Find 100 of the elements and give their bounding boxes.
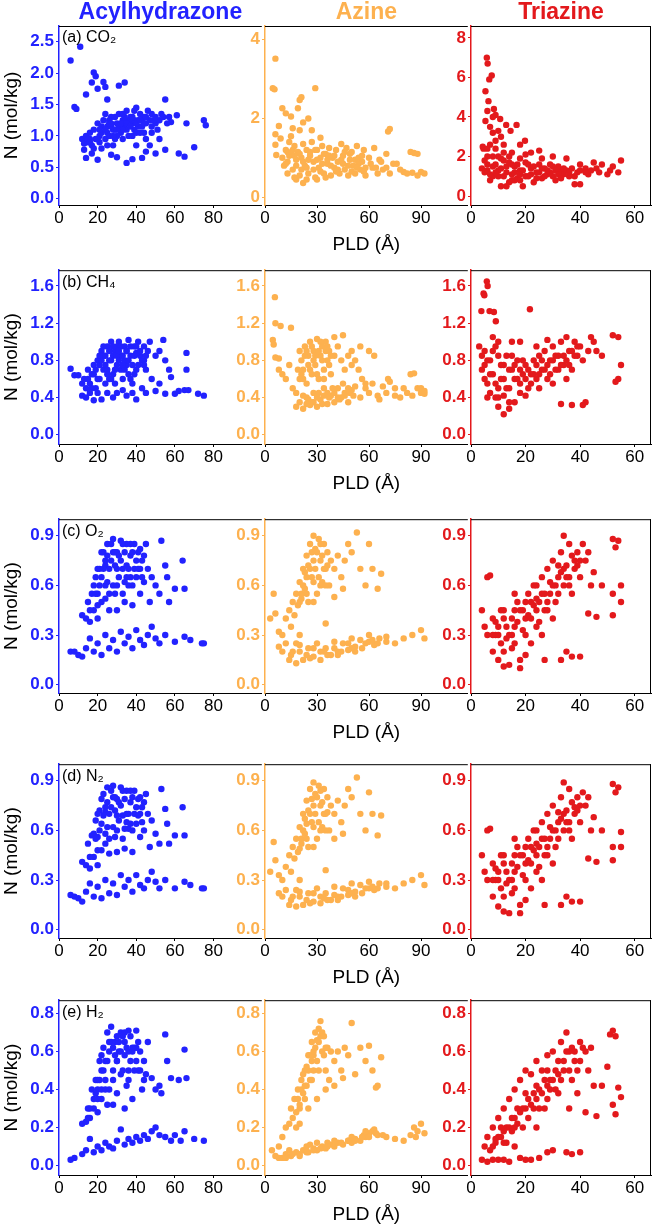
x-tick-label: 80 <box>204 446 223 466</box>
y-tick-label: 0.6 <box>236 1041 260 1061</box>
y-tick-label: 0.0 <box>30 424 54 444</box>
x-tick-label: 30 <box>307 446 327 466</box>
x-tick-label: 20 <box>88 940 108 960</box>
chart-title: Acylhydrazone <box>78 0 243 24</box>
y-tick-label: 0.9 <box>442 770 466 790</box>
y-axis-title: N (mol/kg) <box>0 807 21 895</box>
x-tick-label: 40 <box>126 446 146 466</box>
y-tick-label: 1.6 <box>30 275 54 295</box>
x-tick-label: 80 <box>204 1177 223 1197</box>
y-tick-label: 0.8 <box>442 350 466 370</box>
x-tick-label: 60 <box>359 207 379 227</box>
x-tick-label: 60 <box>359 695 379 715</box>
annotation: (d) N₂ <box>62 766 104 784</box>
x-tick-label: 20 <box>516 207 536 227</box>
x-tick-label: 20 <box>88 1177 108 1197</box>
y-tick-label: 0.0 <box>30 188 54 208</box>
x-tick-label: 80 <box>204 695 223 715</box>
x-tick-label: 40 <box>126 1177 146 1197</box>
y-tick-label: 0.6 <box>30 820 54 840</box>
x-tick-label: 60 <box>359 1177 379 1197</box>
x-tick-label: 40 <box>570 207 590 227</box>
y-tick-label: 0.3 <box>236 624 260 644</box>
x-tick-label: 20 <box>516 446 536 466</box>
y-tick-label: 0.2 <box>442 1117 466 1137</box>
annotation: (e) H₂ <box>62 1002 104 1020</box>
x-tick-label: 30 <box>307 207 327 227</box>
y-tick-label: 4 <box>250 29 261 49</box>
y-tick-label: 0.4 <box>30 1079 55 1099</box>
x-tick-label: 40 <box>570 446 590 466</box>
x-tick-label: 20 <box>88 446 108 466</box>
x-tick-label: 40 <box>126 207 146 227</box>
y-tick-label: 0.8 <box>236 350 260 370</box>
x-tick-label: 80 <box>204 207 223 227</box>
annotation: (b) CH₄ <box>62 272 116 290</box>
y-tick-label: 0.0 <box>236 1155 260 1175</box>
x-tick-label: 90 <box>411 695 431 715</box>
y-tick-label: 0 <box>250 186 260 206</box>
y-tick-label: 0.8 <box>30 350 54 370</box>
y-tick-label: 0.8 <box>30 1003 54 1023</box>
y-tick-label: 0.0 <box>236 424 260 444</box>
chart-title: Triazine <box>518 0 604 24</box>
x-tick-label: 60 <box>359 446 379 466</box>
y-tick-label: 6 <box>456 67 466 87</box>
y-tick-label: 2.5 <box>30 31 54 51</box>
y-tick-label: 0.0 <box>236 919 260 939</box>
y-tick-label: 0.0 <box>30 919 54 939</box>
x-tick-label: 40 <box>570 695 590 715</box>
y-tick-label: 0.0 <box>442 674 466 694</box>
y-tick-label: 0.0 <box>30 1155 54 1175</box>
x-tick-label: 20 <box>516 1177 536 1197</box>
x-axis-title: PLD (Å) <box>332 965 401 987</box>
annotation: (c) O₂ <box>62 521 104 539</box>
y-tick-label: 0.9 <box>30 525 54 545</box>
x-tick-label: 20 <box>516 940 536 960</box>
y-tick-label: 1.2 <box>442 312 466 332</box>
x-tick-label: 60 <box>165 940 185 960</box>
x-axis-title: PLD (Å) <box>332 720 401 742</box>
chart-title: Azine <box>335 0 398 24</box>
x-tick-label: 20 <box>516 695 536 715</box>
y-tick-label: 0.6 <box>236 820 260 840</box>
y-tick-label: 0.4 <box>30 387 55 407</box>
y-tick-label: 0.3 <box>442 869 466 889</box>
x-tick-label: 40 <box>126 695 146 715</box>
x-tick-label: 60 <box>165 695 185 715</box>
y-tick-label: 0.6 <box>236 575 260 595</box>
x-tick-label: 60 <box>165 1177 185 1197</box>
x-tick-label: 80 <box>204 940 223 960</box>
x-tick-label: 40 <box>126 940 146 960</box>
x-tick-label: 30 <box>307 1177 327 1197</box>
y-tick-label: 0.4 <box>442 387 467 407</box>
y-tick-label: 0.4 <box>236 1079 261 1099</box>
y-tick-label: 0.6 <box>442 820 466 840</box>
y-axis-title: N (mol/kg) <box>0 1043 21 1132</box>
y-tick-label: 0.4 <box>442 1079 467 1099</box>
x-axis-title: PLD (Å) <box>332 1202 401 1224</box>
y-axis-title: N (mol/kg) <box>0 562 21 650</box>
x-tick-label: 20 <box>88 695 108 715</box>
x-tick-label: 90 <box>411 940 431 960</box>
y-tick-label: 0.3 <box>236 869 260 889</box>
y-tick-label: 0.9 <box>236 525 260 545</box>
x-tick-label: 30 <box>307 940 327 960</box>
y-tick-label: 0.3 <box>30 869 54 889</box>
y-tick-label: 0 <box>456 185 466 205</box>
y-tick-label: 0.6 <box>442 575 466 595</box>
x-tick-label: 60 <box>165 207 185 227</box>
y-tick-label: 0.5 <box>30 157 54 176</box>
y-tick-label: 0.8 <box>236 1003 260 1023</box>
y-tick-label: 0.9 <box>236 770 260 790</box>
y-axis-title: N (mol/kg) <box>0 313 21 401</box>
y-tick-label: 0.8 <box>442 1003 466 1023</box>
y-tick-label: 0.6 <box>30 575 54 595</box>
y-tick-label: 1.6 <box>236 275 260 295</box>
y-tick-label: 1.2 <box>30 312 54 332</box>
annotation: (a) CO₂ <box>62 28 117 46</box>
y-tick-label: 0.0 <box>30 674 54 694</box>
x-tick-label: 60 <box>625 940 645 960</box>
y-tick-label: 1.0 <box>30 125 54 145</box>
y-tick-label: 0.0 <box>442 424 466 444</box>
